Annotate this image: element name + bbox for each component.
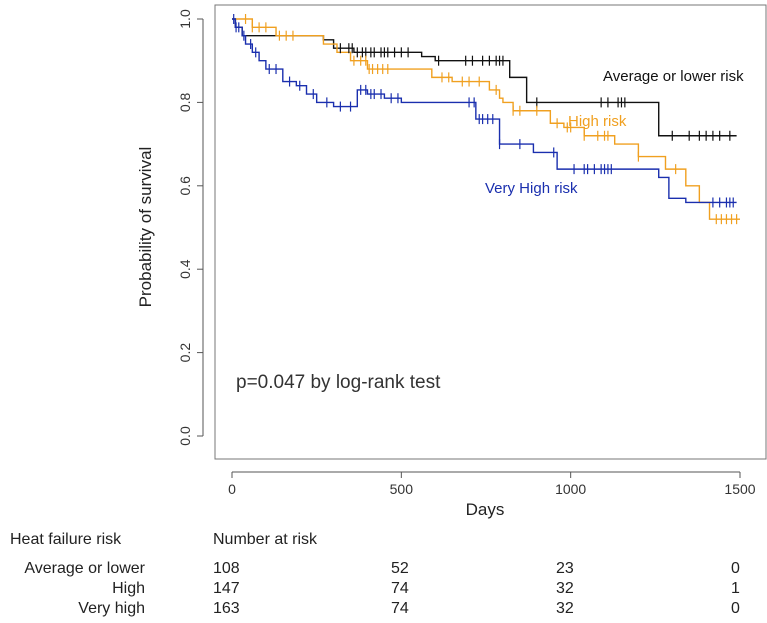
km-curve-very-high-risk (232, 18, 737, 204)
y-axis-label: Probability of survival (136, 147, 155, 308)
risk-row-label: Average or lower (24, 560, 145, 577)
censor-marks (233, 14, 738, 225)
y-tick-label: 0.0 (177, 426, 193, 446)
x-tick-label: 1500 (724, 481, 755, 497)
number-at-risk-table: Heat failure risk Number at risk Average… (0, 528, 767, 623)
risk-count: 163 (213, 600, 240, 617)
curve-label-average-or-lower-risk: Average or lower risk (603, 68, 744, 85)
risk-count: 0 (731, 560, 740, 577)
y-tick-label: 1.0 (177, 9, 193, 29)
number-at-risk-header: Number at risk (213, 531, 318, 548)
km-curve-high-risk (232, 18, 740, 220)
curve-labels: Average or lower risk High risk Very High … (485, 68, 744, 197)
risk-row-label: Very high (78, 600, 145, 617)
x-tick-label: 0 (228, 481, 236, 497)
risk-row-label: High (112, 580, 145, 597)
risk-count: 0 (731, 600, 740, 617)
risk-count: 108 (213, 560, 240, 577)
risk-count: 52 (391, 560, 409, 577)
y-tick-label: 0.8 (177, 92, 193, 112)
x-tick-label: 1000 (555, 481, 586, 497)
risk-count: 32 (556, 580, 574, 597)
risk-count: 1 (731, 580, 740, 597)
x-axis-label: Days (466, 500, 505, 519)
risk-count: 147 (213, 580, 240, 597)
y-tick-label: 0.6 (177, 176, 193, 196)
y-tick-label: 0.4 (177, 259, 193, 279)
km-plot: 0.0 0.2 0.4 0.6 0.8 1.0 0 500 1000 1500 Average o… (136, 4, 767, 519)
curve-label-high-risk: High risk (568, 113, 627, 130)
risk-group-header: Heat failure risk (10, 531, 122, 548)
risk-count: 74 (391, 600, 409, 617)
risk-count: 23 (556, 560, 574, 577)
logrank-annotation: p=0.047 by log-rank test (236, 372, 441, 393)
y-tick-label: 0.2 (177, 343, 193, 363)
risk-count: 32 (556, 600, 574, 617)
axes: 0.0 0.2 0.4 0.6 0.8 1.0 0 500 1000 1500 (177, 9, 756, 497)
x-tick-label: 500 (390, 481, 414, 497)
risk-count: 74 (391, 580, 409, 597)
curve-label-very-high-risk: Very High risk (485, 180, 578, 197)
plot-frame (214, 4, 767, 460)
